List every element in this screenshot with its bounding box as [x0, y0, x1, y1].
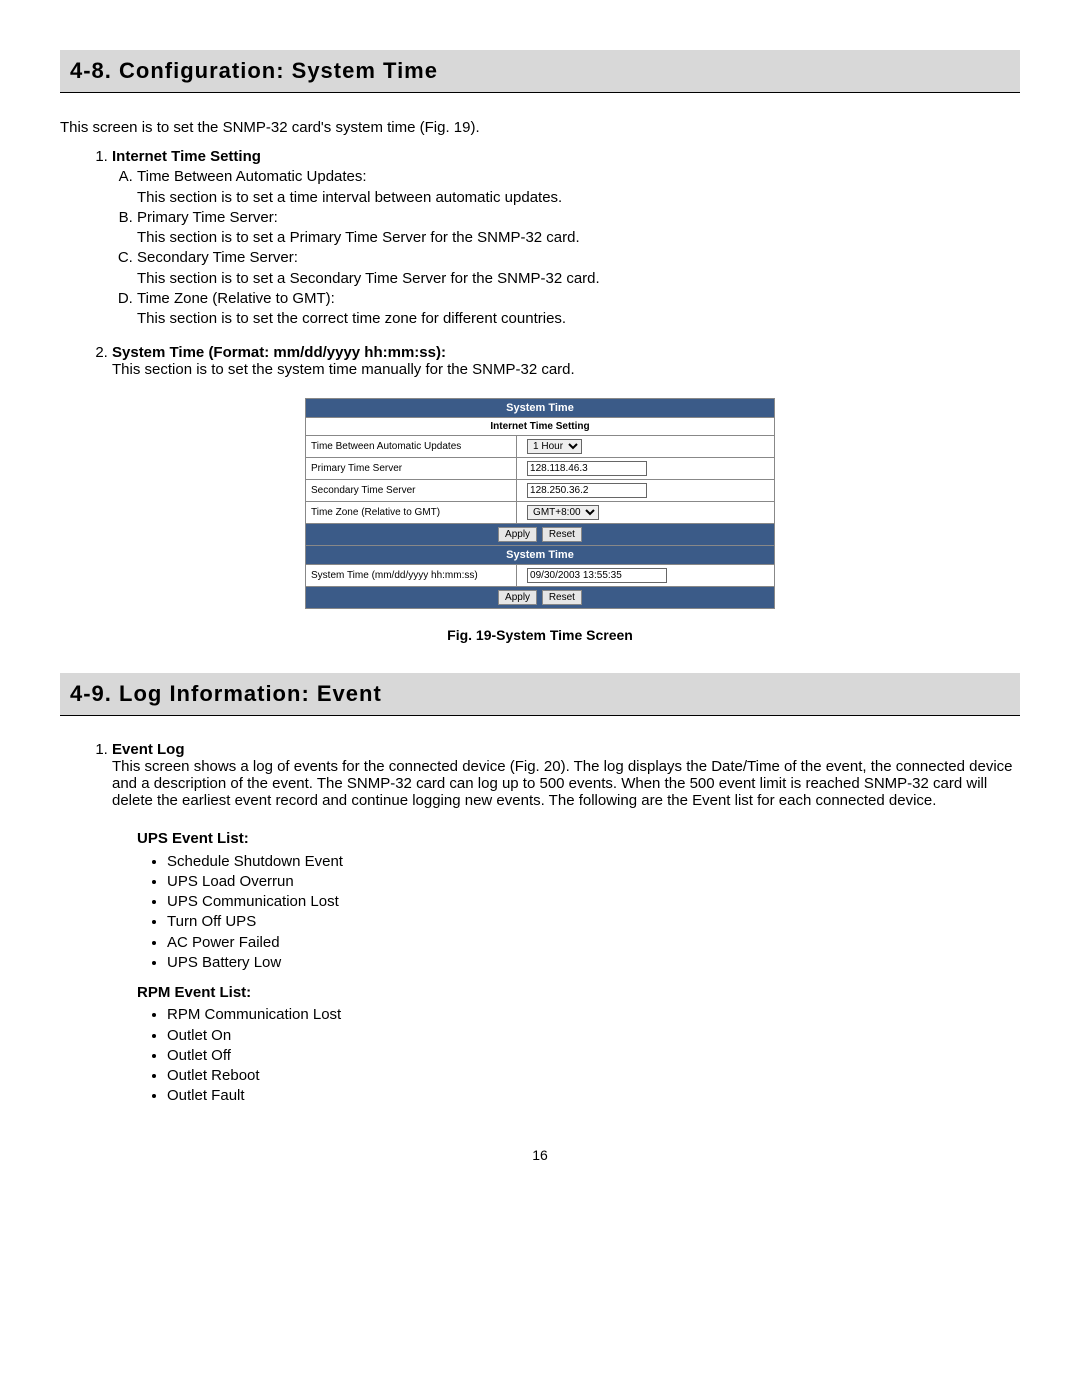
- list-item-2: System Time (Format: mm/dd/yyyy hh:mm:ss…: [112, 344, 1020, 378]
- sub-a-title: Time Between Automatic Updates:: [137, 168, 367, 185]
- fig-header-2: System Time: [306, 546, 775, 565]
- event-log-title: Event Log: [112, 741, 185, 758]
- page-number: 16: [60, 1147, 1020, 1163]
- sub-a-desc: This section is to set a time interval b…: [137, 189, 562, 206]
- rpm-item: Outlet Off: [167, 1046, 1020, 1066]
- row5-val: [517, 565, 775, 587]
- btn-row-2: Apply Reset: [306, 587, 775, 609]
- rpm-list: RPM Communication Lost Outlet On Outlet …: [167, 1005, 1020, 1106]
- rpm-item: Outlet On: [167, 1026, 1020, 1046]
- timezone-select[interactable]: GMT+8:00: [527, 505, 599, 520]
- sub-c: Secondary Time Server: This section is t…: [137, 248, 1020, 289]
- row1-label: Time Between Automatic Updates: [306, 436, 517, 458]
- intro-48: This screen is to set the SNMP-32 card's…: [60, 118, 1020, 138]
- rpm-heading: RPM Event List:: [137, 983, 1020, 1003]
- row1-val: 1 Hour: [517, 436, 775, 458]
- row3-label: Secondary Time Server: [306, 480, 517, 502]
- item2-desc: This section is to set the system time m…: [112, 361, 575, 378]
- rpm-item: RPM Communication Lost: [167, 1005, 1020, 1025]
- row5-label: System Time (mm/dd/yyyy hh:mm:ss): [306, 565, 517, 587]
- sub-c-desc: This section is to set a Secondary Time …: [137, 270, 600, 287]
- sub-a: Time Between Automatic Updates: This sec…: [137, 167, 1020, 208]
- ups-item: AC Power Failed: [167, 933, 1020, 953]
- apply-button-2[interactable]: Apply: [498, 590, 537, 605]
- figure-caption: Fig. 19-System Time Screen: [60, 627, 1020, 643]
- event-log-desc: This screen shows a log of events for th…: [112, 758, 1013, 809]
- fig-sub-1: Internet Time Setting: [306, 418, 775, 436]
- list-49: Event Log This screen shows a log of eve…: [112, 741, 1020, 809]
- ups-list: Schedule Shutdown Event UPS Load Overrun…: [167, 852, 1020, 974]
- row4-val: GMT+8:00: [517, 502, 775, 524]
- sub-c-title: Secondary Time Server:: [137, 249, 298, 266]
- row2-val: [517, 458, 775, 480]
- reset-button-2[interactable]: Reset: [542, 590, 582, 605]
- list-item-1: Internet Time Setting Time Between Autom…: [112, 148, 1020, 329]
- sub-b-desc: This section is to set a Primary Time Se…: [137, 229, 580, 246]
- system-time-table: System Time Internet Time Setting Time B…: [305, 398, 775, 609]
- system-time-input[interactable]: [527, 568, 667, 583]
- ups-item: UPS Battery Low: [167, 953, 1020, 973]
- figure-19: System Time Internet Time Setting Time B…: [60, 398, 1020, 643]
- row3-val: [517, 480, 775, 502]
- section-title-48: 4-8. Configuration: System Time: [70, 58, 1010, 84]
- rpm-item: Outlet Reboot: [167, 1066, 1020, 1086]
- ups-item: UPS Communication Lost: [167, 892, 1020, 912]
- section-title-49: 4-9. Log Information: Event: [70, 681, 1010, 707]
- sub-d-title: Time Zone (Relative to GMT):: [137, 290, 335, 307]
- sub-b-title: Primary Time Server:: [137, 209, 278, 226]
- section-header-48: 4-8. Configuration: System Time: [60, 50, 1020, 93]
- primary-server-input[interactable]: [527, 461, 647, 476]
- rpm-item: Outlet Fault: [167, 1086, 1020, 1106]
- update-interval-select[interactable]: 1 Hour: [527, 439, 582, 454]
- item2-title: System Time (Format: mm/dd/yyyy hh:mm:ss…: [112, 344, 446, 361]
- list-48: Internet Time Setting Time Between Autom…: [112, 148, 1020, 378]
- apply-button-1[interactable]: Apply: [498, 527, 537, 542]
- list-49-item-1: Event Log This screen shows a log of eve…: [112, 741, 1020, 809]
- ups-heading: UPS Event List:: [137, 829, 1020, 849]
- section-header-49: 4-9. Log Information: Event: [60, 673, 1020, 716]
- sub-d: Time Zone (Relative to GMT): This sectio…: [137, 289, 1020, 330]
- row2-label: Primary Time Server: [306, 458, 517, 480]
- item1-title: Internet Time Setting: [112, 148, 261, 165]
- btn-row-1: Apply Reset: [306, 524, 775, 546]
- sublist-1: Time Between Automatic Updates: This sec…: [137, 167, 1020, 329]
- row4-label: Time Zone (Relative to GMT): [306, 502, 517, 524]
- reset-button-1[interactable]: Reset: [542, 527, 582, 542]
- sub-d-desc: This section is to set the correct time …: [137, 310, 566, 327]
- ups-item: Schedule Shutdown Event: [167, 852, 1020, 872]
- ups-item: UPS Load Overrun: [167, 872, 1020, 892]
- ups-block: UPS Event List: Schedule Shutdown Event …: [137, 829, 1020, 1106]
- ups-item: Turn Off UPS: [167, 912, 1020, 932]
- secondary-server-input[interactable]: [527, 483, 647, 498]
- sub-b: Primary Time Server: This section is to …: [137, 208, 1020, 249]
- fig-header-1: System Time: [306, 399, 775, 418]
